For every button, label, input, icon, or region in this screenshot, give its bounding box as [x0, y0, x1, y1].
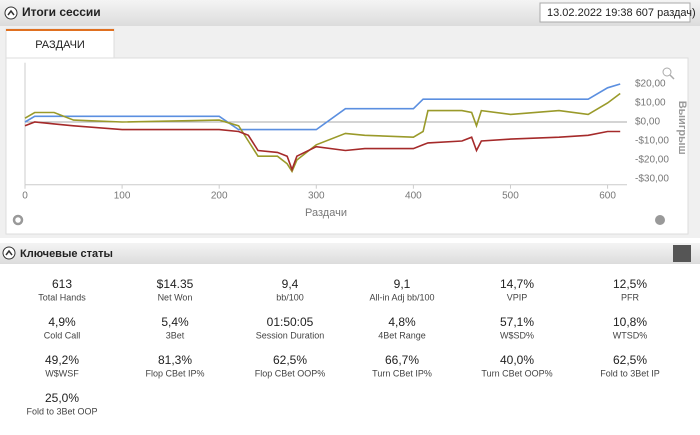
chevron: [7, 9, 15, 16]
header-title: Итоги сессии: [22, 5, 101, 19]
chart-panel: [5, 57, 689, 235]
info-icon[interactable]: [655, 215, 665, 225]
stat-label: Flop CBet IP%: [145, 368, 204, 378]
stat-label: Flop CBet OOP%: [255, 368, 326, 378]
stat-value: 81,3%: [158, 353, 192, 367]
stat-label: All-in Adj bb/100: [369, 292, 434, 302]
stat-label: Session Duration: [256, 330, 325, 340]
y-axis-label: Выигрыш: [676, 101, 688, 155]
stat-label: Total Hands: [38, 292, 86, 302]
stats-header-bar: [0, 243, 700, 264]
stat-value: $14.35: [157, 277, 194, 291]
collapse-icon[interactable]: [2, 246, 16, 260]
stat-label: 3Bet: [166, 330, 185, 340]
stat-label: VPIP: [507, 292, 528, 302]
stat-label: WTSD%: [613, 330, 648, 340]
zoom-icon[interactable]: [662, 67, 672, 77]
stats-header: Ключевые статы: [20, 248, 113, 260]
stat-value: 10,8%: [613, 315, 647, 329]
y-tick-label: -$10,00: [635, 136, 669, 147]
stat-value: 66,7%: [385, 353, 419, 367]
tab-label: РАЗДАЧИ: [35, 39, 85, 51]
chevron: [5, 249, 13, 256]
session-dropdown[interactable]: [539, 2, 691, 23]
settings-icon[interactable]: [12, 214, 24, 226]
y-tick-label: -$20,00: [635, 155, 669, 166]
y-tick-label: $10,00: [635, 98, 666, 109]
series-line: [24, 121, 621, 172]
stat-value: 613: [52, 277, 72, 291]
x-tick-label: 400: [405, 190, 422, 201]
stat-label: 4Bet Range: [378, 330, 426, 340]
x-tick-label: 600: [599, 190, 616, 201]
stat-value: 4,9%: [48, 315, 76, 329]
stat-label: Net Won: [158, 292, 193, 302]
stat-value: 01:50:05: [267, 315, 314, 329]
stat-label: Turn CBet OOP%: [481, 368, 552, 378]
stat-value: 9,1: [394, 277, 411, 291]
stat-label: Cold Call: [44, 330, 81, 340]
stat-value: 4,8%: [388, 315, 416, 329]
x-tick-label: 100: [114, 190, 131, 201]
stat-value: 12,5%: [613, 277, 647, 291]
stat-value: 62,5%: [613, 353, 647, 367]
x-tick-label: 300: [308, 190, 325, 201]
stat-value: 25,0%: [45, 391, 79, 405]
series-line: [24, 92, 621, 174]
x-tick-label: 200: [211, 190, 228, 201]
stat-label: Fold to 3Bet OOP: [26, 406, 97, 416]
x-axis-label: Раздачи: [305, 207, 347, 219]
stat-value: 5,4%: [161, 315, 189, 329]
stat-label: Fold to 3Bet IP: [600, 368, 660, 378]
stat-label: bb/100: [276, 292, 304, 302]
layout-button[interactable]: [673, 245, 691, 262]
stat-label: W$SD%: [500, 330, 534, 340]
stat-label: W$WSF: [45, 368, 79, 378]
zoom-handle: [669, 74, 675, 80]
stat-value: 62,5%: [273, 353, 307, 367]
stat-value: 40,0%: [500, 353, 534, 367]
stat-label: Turn CBet IP%: [372, 368, 432, 378]
y-tick-label: $20,00: [635, 79, 666, 90]
stat-value: 57,1%: [500, 315, 534, 329]
x-tick-label: 0: [22, 190, 28, 201]
series-line: [24, 83, 621, 131]
collapse-icon[interactable]: [4, 6, 18, 20]
plot: $20,00 $10,00 $0,00 -$10,00 -$20,00 -$30,00 0 1…: [22, 62, 688, 219]
stat-label: PFR: [621, 292, 640, 302]
x-tick-label: 500: [502, 190, 519, 201]
tab-accent: [6, 29, 114, 31]
y-tick-label: $0,00: [635, 117, 660, 128]
stat-value: 9,4: [282, 277, 299, 291]
session-text: 13.02.2022 19:38 607 раздач): [547, 7, 696, 19]
stat-value: 49,2%: [45, 353, 79, 367]
y-tick-label: -$30,00: [635, 174, 669, 185]
stat-value: 14,7%: [500, 277, 534, 291]
